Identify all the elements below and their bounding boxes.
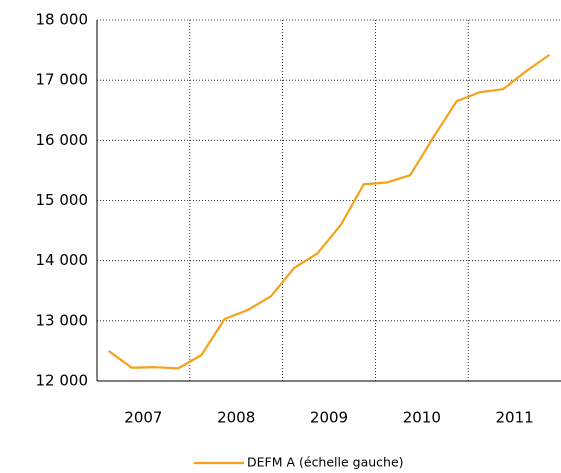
y-tick-label: 18 000 xyxy=(36,11,89,29)
legend-label: DEFM A (échelle gauche) xyxy=(247,455,404,470)
x-group-label: 2008 xyxy=(217,409,255,427)
y-tick-label: 12 000 xyxy=(36,372,89,390)
y-tick-label: 16 000 xyxy=(36,131,89,149)
x-group-label: 2010 xyxy=(403,409,441,427)
x-group-label: 2009 xyxy=(310,409,348,427)
x-group-label: 2011 xyxy=(496,409,534,427)
x-group-label: 2007 xyxy=(124,409,162,427)
y-tick-label: 14 000 xyxy=(36,251,89,269)
y-tick-label: 15 000 xyxy=(36,191,89,209)
y-tick-label: 17 000 xyxy=(36,71,89,89)
y-tick-label: 13 000 xyxy=(36,311,89,329)
data-line xyxy=(107,53,551,370)
